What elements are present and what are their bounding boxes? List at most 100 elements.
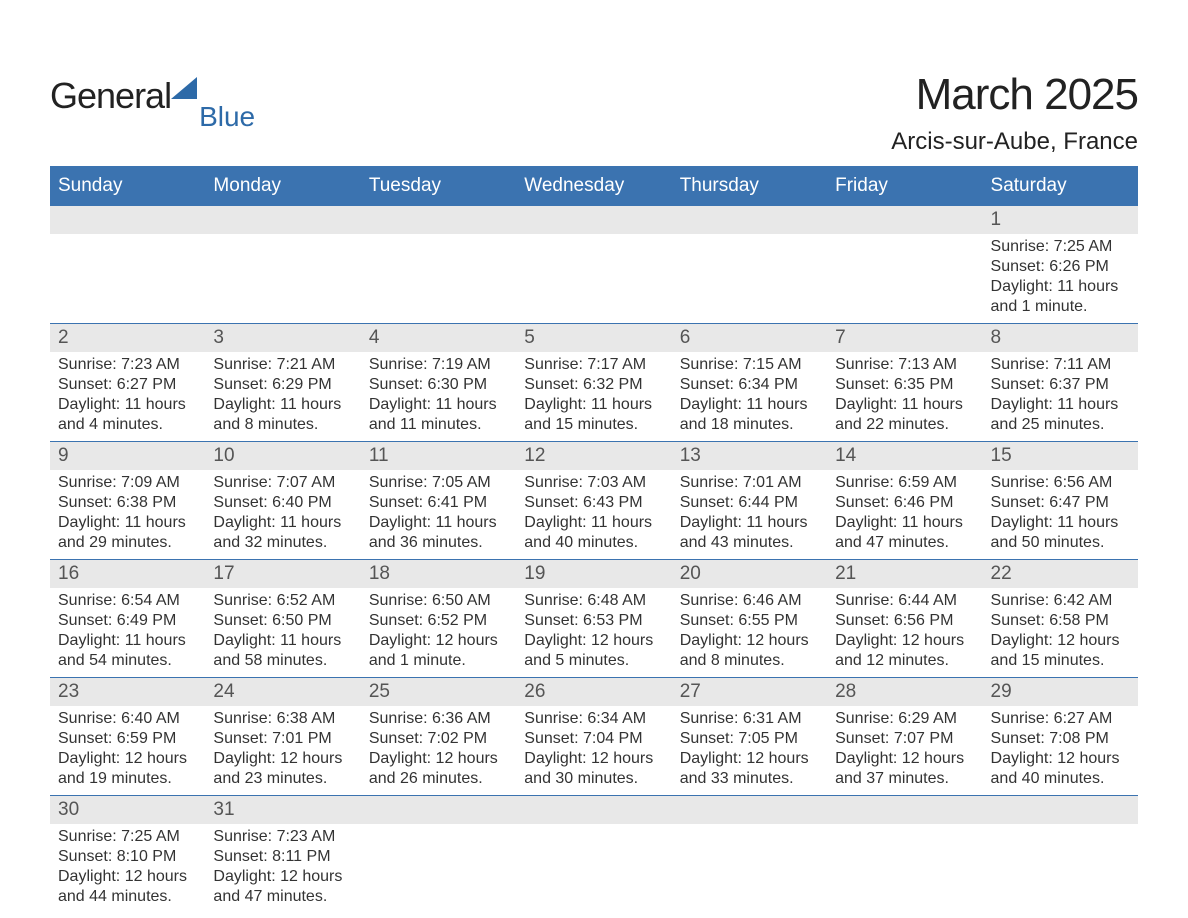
daylight-text: Daylight: 12 hours and 5 minutes. bbox=[524, 631, 665, 671]
daylight-text: Daylight: 12 hours and 1 minute. bbox=[369, 631, 510, 671]
day-cell bbox=[672, 234, 827, 324]
sunset-text: Sunset: 6:35 PM bbox=[835, 375, 976, 395]
day-number: 22 bbox=[983, 560, 1138, 588]
col-monday: Monday bbox=[205, 168, 360, 206]
day-cell: Sunrise: 6:27 AMSunset: 7:08 PMDaylight:… bbox=[983, 706, 1138, 796]
sunset-text: Sunset: 6:40 PM bbox=[213, 493, 354, 513]
day-number: 30 bbox=[50, 796, 205, 824]
day-details: Sunrise: 7:01 AMSunset: 6:44 PMDaylight:… bbox=[672, 470, 827, 555]
sunrise-text: Sunrise: 7:21 AM bbox=[213, 355, 354, 375]
day-cell-bar: 2 bbox=[50, 324, 205, 353]
day-cell bbox=[361, 824, 516, 913]
day-details: Sunrise: 6:27 AMSunset: 7:08 PMDaylight:… bbox=[983, 706, 1138, 791]
sunset-text: Sunset: 6:27 PM bbox=[58, 375, 199, 395]
day-number: 3 bbox=[205, 324, 360, 352]
day-number bbox=[361, 796, 516, 824]
sunrise-text: Sunrise: 7:15 AM bbox=[680, 355, 821, 375]
day-cell: Sunrise: 6:31 AMSunset: 7:05 PMDaylight:… bbox=[672, 706, 827, 796]
day-number: 26 bbox=[516, 678, 671, 706]
daylight-text: Daylight: 11 hours and 58 minutes. bbox=[213, 631, 354, 671]
week-daynum-row: 1 bbox=[50, 206, 1138, 235]
day-number bbox=[50, 206, 205, 234]
day-cell: Sunrise: 7:05 AMSunset: 6:41 PMDaylight:… bbox=[361, 470, 516, 560]
calendar-table: Sunday Monday Tuesday Wednesday Thursday… bbox=[50, 166, 1138, 913]
day-details: Sunrise: 7:03 AMSunset: 6:43 PMDaylight:… bbox=[516, 470, 671, 555]
day-number: 5 bbox=[516, 324, 671, 352]
day-number: 23 bbox=[50, 678, 205, 706]
day-number bbox=[827, 796, 982, 824]
day-details: Sunrise: 7:19 AMSunset: 6:30 PMDaylight:… bbox=[361, 352, 516, 437]
daylight-text: Daylight: 11 hours and 43 minutes. bbox=[680, 513, 821, 553]
col-sunday: Sunday bbox=[50, 168, 205, 206]
logo-text-blue: Blue bbox=[199, 101, 255, 133]
week-daynum-row: 3031 bbox=[50, 796, 1138, 825]
day-cell-bar bbox=[361, 206, 516, 235]
daylight-text: Daylight: 12 hours and 33 minutes. bbox=[680, 749, 821, 789]
sunrise-text: Sunrise: 6:44 AM bbox=[835, 591, 976, 611]
day-number: 1 bbox=[983, 206, 1138, 234]
day-cell-bar: 3 bbox=[205, 324, 360, 353]
month-title: March 2025 bbox=[891, 70, 1138, 120]
day-number bbox=[983, 796, 1138, 824]
day-cell: Sunrise: 6:54 AMSunset: 6:49 PMDaylight:… bbox=[50, 588, 205, 678]
day-cell-bar: 19 bbox=[516, 560, 671, 589]
col-tuesday: Tuesday bbox=[361, 168, 516, 206]
day-cell: Sunrise: 7:09 AMSunset: 6:38 PMDaylight:… bbox=[50, 470, 205, 560]
header: General Blue March 2025 Arcis-sur-Aube, … bbox=[50, 20, 1138, 156]
title-block: March 2025 Arcis-sur-Aube, France bbox=[891, 20, 1138, 156]
day-cell-bar: 30 bbox=[50, 796, 205, 825]
sunrise-text: Sunrise: 7:09 AM bbox=[58, 473, 199, 493]
day-details: Sunrise: 6:34 AMSunset: 7:04 PMDaylight:… bbox=[516, 706, 671, 791]
day-number: 17 bbox=[205, 560, 360, 588]
day-cell: Sunrise: 7:11 AMSunset: 6:37 PMDaylight:… bbox=[983, 352, 1138, 442]
day-cell-bar: 21 bbox=[827, 560, 982, 589]
day-cell-bar: 23 bbox=[50, 678, 205, 707]
sunset-text: Sunset: 6:59 PM bbox=[58, 729, 199, 749]
day-cell-bar: 6 bbox=[672, 324, 827, 353]
day-number bbox=[672, 796, 827, 824]
sunset-text: Sunset: 6:41 PM bbox=[369, 493, 510, 513]
sunset-text: Sunset: 7:04 PM bbox=[524, 729, 665, 749]
day-cell: Sunrise: 7:23 AMSunset: 6:27 PMDaylight:… bbox=[50, 352, 205, 442]
week-details-row: Sunrise: 7:25 AMSunset: 8:10 PMDaylight:… bbox=[50, 824, 1138, 913]
week-daynum-row: 2345678 bbox=[50, 324, 1138, 353]
sunrise-text: Sunrise: 6:29 AM bbox=[835, 709, 976, 729]
day-number: 11 bbox=[361, 442, 516, 470]
day-details: Sunrise: 7:21 AMSunset: 6:29 PMDaylight:… bbox=[205, 352, 360, 437]
day-cell: Sunrise: 7:07 AMSunset: 6:40 PMDaylight:… bbox=[205, 470, 360, 560]
day-details: Sunrise: 6:44 AMSunset: 6:56 PMDaylight:… bbox=[827, 588, 982, 673]
day-number: 7 bbox=[827, 324, 982, 352]
day-details: Sunrise: 7:05 AMSunset: 6:41 PMDaylight:… bbox=[361, 470, 516, 555]
sunset-text: Sunset: 7:02 PM bbox=[369, 729, 510, 749]
day-number: 16 bbox=[50, 560, 205, 588]
day-details: Sunrise: 6:48 AMSunset: 6:53 PMDaylight:… bbox=[516, 588, 671, 673]
day-cell-bar: 12 bbox=[516, 442, 671, 471]
sunrise-text: Sunrise: 7:05 AM bbox=[369, 473, 510, 493]
day-details: Sunrise: 6:31 AMSunset: 7:05 PMDaylight:… bbox=[672, 706, 827, 791]
day-cell-bar: 13 bbox=[672, 442, 827, 471]
daylight-text: Daylight: 12 hours and 8 minutes. bbox=[680, 631, 821, 671]
sunrise-text: Sunrise: 6:40 AM bbox=[58, 709, 199, 729]
day-cell-bar: 18 bbox=[361, 560, 516, 589]
week-daynum-row: 16171819202122 bbox=[50, 560, 1138, 589]
day-number: 25 bbox=[361, 678, 516, 706]
sunrise-text: Sunrise: 6:46 AM bbox=[680, 591, 821, 611]
day-details: Sunrise: 7:15 AMSunset: 6:34 PMDaylight:… bbox=[672, 352, 827, 437]
sunset-text: Sunset: 6:43 PM bbox=[524, 493, 665, 513]
day-number: 15 bbox=[983, 442, 1138, 470]
week-details-row: Sunrise: 7:09 AMSunset: 6:38 PMDaylight:… bbox=[50, 470, 1138, 560]
sunrise-text: Sunrise: 6:36 AM bbox=[369, 709, 510, 729]
day-cell: Sunrise: 7:13 AMSunset: 6:35 PMDaylight:… bbox=[827, 352, 982, 442]
sunset-text: Sunset: 6:52 PM bbox=[369, 611, 510, 631]
day-details: Sunrise: 6:50 AMSunset: 6:52 PMDaylight:… bbox=[361, 588, 516, 673]
day-cell bbox=[983, 824, 1138, 913]
day-cell-bar bbox=[827, 796, 982, 825]
sunset-text: Sunset: 7:08 PM bbox=[991, 729, 1132, 749]
sunrise-text: Sunrise: 7:25 AM bbox=[991, 237, 1132, 257]
day-details: Sunrise: 7:23 AMSunset: 8:11 PMDaylight:… bbox=[205, 824, 360, 909]
day-number bbox=[361, 206, 516, 234]
day-cell: Sunrise: 7:01 AMSunset: 6:44 PMDaylight:… bbox=[672, 470, 827, 560]
day-number bbox=[827, 206, 982, 234]
day-number: 29 bbox=[983, 678, 1138, 706]
day-cell-bar bbox=[205, 206, 360, 235]
